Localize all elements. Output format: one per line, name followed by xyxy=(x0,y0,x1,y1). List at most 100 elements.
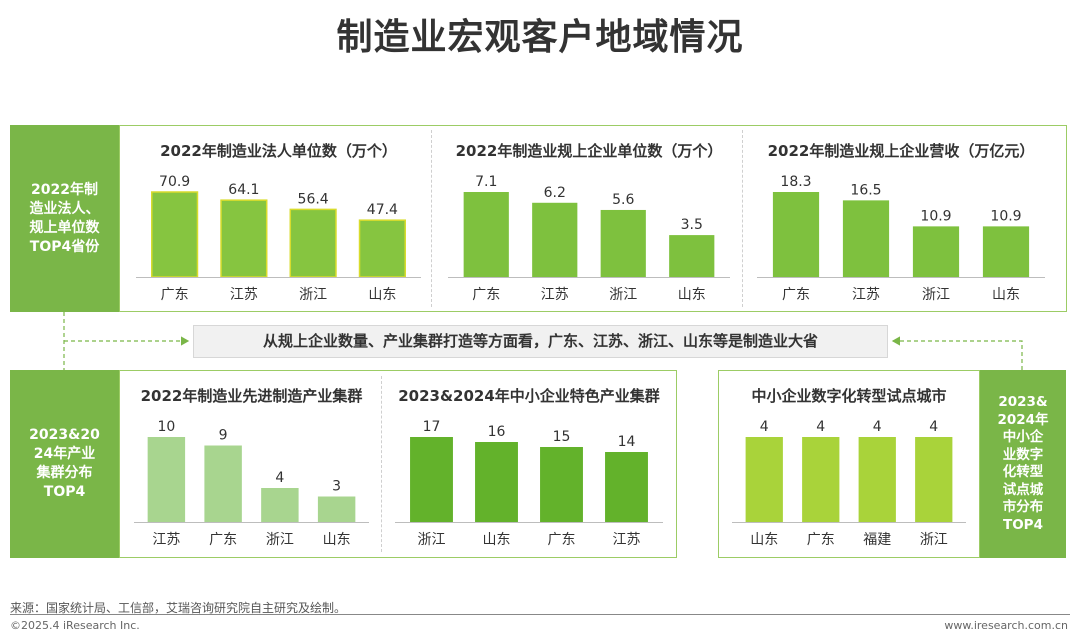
bottom-left-label-line: 集群分布 xyxy=(36,465,93,481)
bottom-right-label-line: 2024年 xyxy=(997,411,1049,428)
bottom-right-label-line: 试点城 xyxy=(1002,481,1044,498)
data-label: 6.2 xyxy=(544,185,566,201)
top-left-label: 2022年制 造业法人、 规上单位数 TOP4省份 xyxy=(10,125,119,312)
connector-left xyxy=(63,312,188,370)
data-label: 10.9 xyxy=(990,208,1021,224)
chart-digital-pilot: 中小企业数字化转型试点城市 4 山东 4 广东 4 福建 4 浙江 xyxy=(722,385,976,550)
source-note: 来源：国家统计局、工信部，艾瑞咨询研究院自主研究及绘制。 xyxy=(10,601,347,615)
bar-广东 xyxy=(463,192,509,277)
data-label: 56.4 xyxy=(298,191,329,207)
bar-广东 xyxy=(772,192,820,277)
data-label: 4 xyxy=(760,419,769,435)
category-label: 浙江 xyxy=(266,532,294,548)
bottom-right-label-text: 2023& 2024年 中小企 业数字 化转型 试点城 市分布 TOP4 xyxy=(997,394,1048,534)
bar-浙江 xyxy=(410,437,453,522)
data-label: 5.6 xyxy=(612,192,634,208)
chart-title: 2022年制造业规上企业营收（万亿元） xyxy=(767,142,1035,160)
data-label: 47.4 xyxy=(367,202,398,218)
bottom-left-label-line: 24年产业 xyxy=(33,446,96,462)
top-left-label-line: 规上单位数 xyxy=(29,219,100,236)
data-label: 10.9 xyxy=(920,208,951,224)
chart-title: 2022年制造业法人单位数（万个） xyxy=(160,142,397,160)
bar-浙江 xyxy=(915,437,953,522)
bottom-left-label-line: TOP4 xyxy=(43,484,86,500)
chart-sme-clusters: 2023&2024年中小企业特色产业集群 17 浙江 16 山东 15 广东 14 江苏 xyxy=(385,385,673,550)
data-label: 9 xyxy=(219,428,228,444)
bottom-right-label-line: 化转型 xyxy=(1002,464,1044,480)
category-label: 广东 xyxy=(161,287,189,303)
top-left-label-line: TOP4省份 xyxy=(29,238,100,255)
category-label: 广东 xyxy=(782,287,810,303)
category-label: 浙江 xyxy=(922,287,950,303)
bar-山东 xyxy=(982,226,1030,277)
chart-title: 2022年制造业先进制造产业集群 xyxy=(140,387,363,405)
top-left-label-line: 2022年制 xyxy=(31,181,98,198)
data-label: 3.5 xyxy=(681,217,703,233)
data-label: 18.3 xyxy=(780,174,811,190)
category-label: 福建 xyxy=(863,532,891,548)
bottom-left-label-text: 2023&20 24年产业 集群分布 TOP4 xyxy=(29,426,100,502)
bar-山东 xyxy=(475,442,518,522)
category-label: 江苏 xyxy=(230,287,258,303)
data-label: 16.5 xyxy=(850,182,881,198)
bar-浙江 xyxy=(600,209,646,277)
bar-广东 xyxy=(151,191,199,278)
chart-title: 2022年制造业规上企业单位数（万个） xyxy=(455,142,723,160)
category-label: 浙江 xyxy=(609,287,637,303)
page-title: 制造业宏观客户地域情况 xyxy=(336,17,744,58)
bottom-right-label: 2023& 2024年 中小企 业数字 化转型 试点城 市分布 TOP4 xyxy=(980,370,1066,558)
category-label: 江苏 xyxy=(152,532,180,548)
top-left-label-text: 2022年制 造业法人、 规上单位数 TOP4省份 xyxy=(30,181,100,257)
category-label: 山东 xyxy=(483,532,511,548)
top-divider-1 xyxy=(431,130,432,307)
bottom-divider xyxy=(381,376,382,552)
data-label: 16 xyxy=(488,424,506,440)
category-label: 山东 xyxy=(992,287,1020,303)
category-label: 山东 xyxy=(678,287,706,303)
category-label: 山东 xyxy=(323,532,351,548)
data-label: 17 xyxy=(423,419,441,435)
category-label: 浙江 xyxy=(920,532,948,548)
category-label: 山东 xyxy=(750,532,778,548)
bar-浙江 xyxy=(912,226,960,277)
category-label: 浙江 xyxy=(299,287,327,303)
top-left-label-line: 造业法人、 xyxy=(29,200,100,217)
data-label: 70.9 xyxy=(159,174,190,190)
chart-plot: 10 江苏 9 广东 4 浙江 3 山东 xyxy=(134,419,369,548)
chart-large-units: 2022年制造业规上企业单位数（万个） 7.1 广东 6.2 江苏 5.6 浙江 3.5 山东 xyxy=(438,140,740,305)
bar-广东 xyxy=(204,445,242,522)
bar-江苏 xyxy=(532,202,578,277)
category-label: 广东 xyxy=(548,532,576,548)
bar-广东 xyxy=(540,447,583,522)
bar-浙江 xyxy=(261,488,299,522)
bar-江苏 xyxy=(842,200,890,277)
chart-plot: 4 山东 4 广东 4 福建 4 浙江 xyxy=(732,419,966,548)
chart-plot: 70.9 广东 64.1 江苏 56.4 浙江 47.4 山东 xyxy=(136,174,421,303)
bar-江苏 xyxy=(605,452,648,522)
bottom-right-label-line: 业数字 xyxy=(1002,446,1044,463)
bar-山东 xyxy=(669,235,715,277)
bottom-right-label-line: 市分布 xyxy=(1002,499,1044,515)
category-label: 江苏 xyxy=(541,287,569,303)
bar-山东 xyxy=(317,496,356,522)
data-label: 4 xyxy=(873,419,882,435)
chart-legal-units: 2022年制造业法人单位数（万个） 70.9 广东 64.1 江苏 56.4 浙江 47.4… xyxy=(126,140,431,305)
chart-plot: 18.3 广东 16.5 江苏 10.9 浙江 10.9 山东 xyxy=(757,174,1045,303)
category-label: 江苏 xyxy=(613,532,641,548)
data-label: 3 xyxy=(332,479,341,495)
chart-advanced-clusters: 2022年制造业先进制造产业集群 10 江苏 9 广东 4 浙江 3 山东 xyxy=(124,385,379,550)
category-label: 广东 xyxy=(209,532,237,548)
website-link[interactable]: www.iresearch.com.cn xyxy=(944,619,1068,632)
footer-divider xyxy=(10,614,1070,615)
chart-revenue: 2022年制造业规上企业营收（万亿元） 18.3 广东 16.5 江苏 10.9 浙江 10… xyxy=(747,140,1055,305)
category-label: 广东 xyxy=(807,532,835,548)
category-label: 广东 xyxy=(472,287,500,303)
data-label: 7.1 xyxy=(475,174,497,190)
data-label: 10 xyxy=(157,419,175,435)
bottom-right-label-line: 2023& xyxy=(998,394,1048,410)
data-label: 4 xyxy=(275,470,284,486)
bar-江苏 xyxy=(147,437,186,522)
connector-right xyxy=(891,336,1023,370)
top-chart-frame xyxy=(119,125,1067,312)
data-label: 4 xyxy=(929,419,938,435)
